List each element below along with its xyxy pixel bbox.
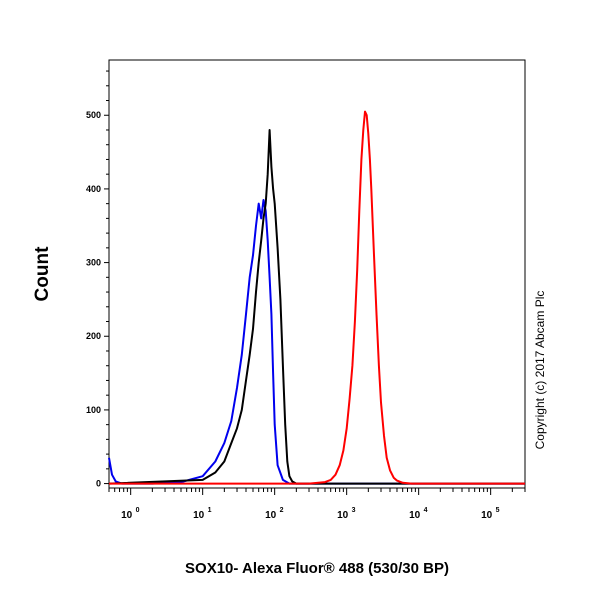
y-tick-label: 0	[96, 479, 101, 489]
histogram-series-2	[108, 129, 525, 485]
plot-frame	[108, 59, 526, 489]
x-tick-label: 10	[193, 510, 205, 521]
y-axis-title: Count	[32, 246, 53, 302]
x-tick-label: 10	[481, 510, 493, 521]
copyright-annotation: Copyright (c) 2017 Abcam Plc	[533, 291, 547, 450]
x-tick-exponent: 5	[496, 507, 500, 514]
series-layer	[108, 110, 525, 485]
y-axis: 0 100 200 300 400 500	[86, 70, 109, 489]
x-tick-exponent: 2	[280, 507, 284, 514]
x-tick-label: 10	[409, 510, 421, 521]
x-axis-title: SOX10- Alexa Fluor® 488 (530/30 BP)	[185, 560, 449, 577]
x-axis: 10 0 10 1 10 2 10 3 10 4 10 5	[108, 488, 526, 521]
x-tick-label: 10	[265, 510, 277, 521]
y-tick-label: 100	[86, 405, 101, 415]
y-tick-label: 200	[86, 331, 101, 341]
histogram-series-1	[108, 199, 525, 485]
x-tick-exponent: 0	[136, 507, 140, 514]
x-tick-exponent: 3	[352, 507, 356, 514]
y-tick-label: 500	[86, 110, 101, 120]
y-tick-label: 400	[86, 184, 101, 194]
x-tick-label: 10	[337, 510, 349, 521]
y-tick-label: 300	[86, 258, 101, 268]
x-tick-exponent: 1	[208, 507, 212, 514]
x-tick-exponent: 4	[424, 507, 428, 514]
x-tick-label: 10	[121, 510, 133, 521]
histogram-series-3	[109, 110, 525, 485]
